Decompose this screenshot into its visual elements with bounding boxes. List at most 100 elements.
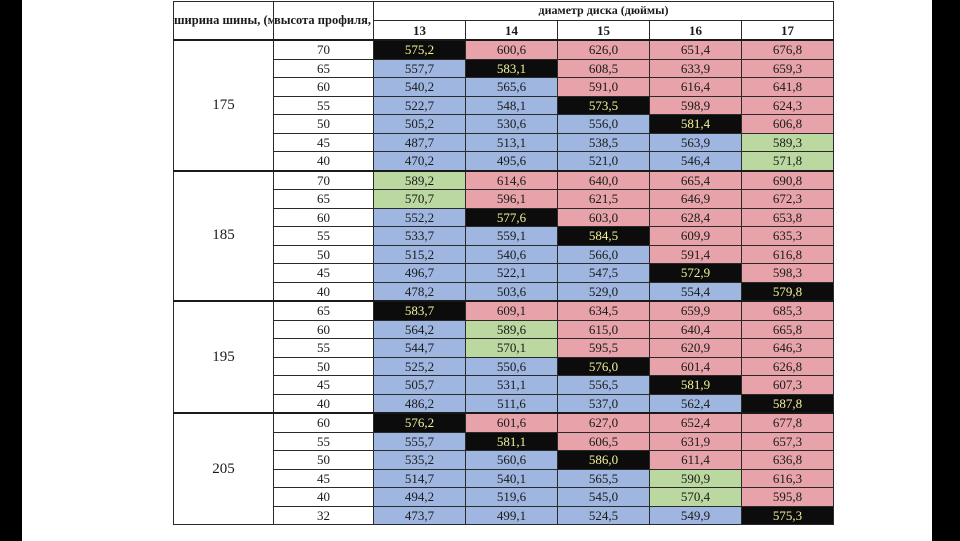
value-cell: 616,4 bbox=[649, 77, 742, 97]
profile-cell: 40 bbox=[273, 487, 374, 507]
value-cell: 611,4 bbox=[649, 450, 742, 470]
value-cell: 540,2 bbox=[373, 77, 466, 97]
value-cell: 589,6 bbox=[465, 319, 558, 339]
value-cell: 556,5 bbox=[557, 375, 650, 395]
highlighted-value-cell: 587,8 bbox=[741, 393, 834, 414]
value-cell: 676,8 bbox=[741, 39, 834, 60]
value-cell: 545,0 bbox=[557, 487, 650, 507]
value-cell: 631,9 bbox=[649, 431, 742, 451]
value-cell: 591,4 bbox=[649, 244, 742, 264]
value-cell: 552,2 bbox=[373, 207, 466, 227]
value-cell: 665,4 bbox=[649, 169, 742, 190]
value-cell: 652,4 bbox=[649, 412, 742, 433]
value-cell: 515,2 bbox=[373, 244, 466, 264]
profile-cell: 60 bbox=[273, 207, 374, 227]
value-cell: 608,5 bbox=[557, 58, 650, 78]
table-row: 55 544,7 570,1 595,5 620,9 646,3 bbox=[174, 338, 834, 358]
profile-cell: 55 bbox=[273, 95, 374, 115]
value-cell: 521,0 bbox=[557, 151, 650, 171]
table-row: 55 555,7 581,1 606,5 631,9 657,3 bbox=[174, 431, 834, 451]
profile-cell: 60 bbox=[273, 319, 374, 339]
value-cell: 595,5 bbox=[557, 338, 650, 358]
profile-cell: 40 bbox=[273, 281, 374, 302]
value-cell: 544,7 bbox=[373, 338, 466, 358]
value-cell: 591,0 bbox=[557, 77, 650, 97]
value-cell: 616,8 bbox=[741, 244, 834, 264]
value-cell: 600,6 bbox=[465, 39, 558, 60]
value-cell: 478,2 bbox=[373, 281, 466, 302]
value-cell: 538,5 bbox=[557, 132, 650, 152]
value-cell: 570,4 bbox=[649, 487, 742, 507]
table-row: 40 486,2 511,6 537,0 562,4 587,8 bbox=[174, 393, 834, 414]
value-cell: 626,0 bbox=[557, 39, 650, 60]
value-cell: 505,2 bbox=[373, 114, 466, 134]
width-column-header: ширина шины, (мм) bbox=[173, 1, 274, 41]
value-cell: 531,1 bbox=[465, 375, 558, 395]
value-cell: 690,8 bbox=[741, 169, 834, 190]
value-cell: 540,1 bbox=[465, 468, 558, 488]
diameter-header: 17 bbox=[741, 20, 834, 41]
value-cell: 657,3 bbox=[741, 431, 834, 451]
value-cell: 470,2 bbox=[373, 151, 466, 171]
value-cell: 614,6 bbox=[465, 169, 558, 190]
value-cell: 603,0 bbox=[557, 207, 650, 227]
value-cell: 554,4 bbox=[649, 281, 742, 302]
table-row: 185 70 589,2 614,6 640,0 665,4 690,8 bbox=[173, 169, 834, 302]
profile-cell: 40 bbox=[273, 393, 374, 414]
table-row: 50 535,2 560,6 586,0 611,4 636,8 bbox=[174, 450, 834, 470]
profile-column-header: высота профиля, (%) bbox=[273, 1, 374, 41]
value-cell: 529,0 bbox=[557, 281, 650, 302]
highlighted-value-cell: 575,2 bbox=[373, 39, 466, 60]
value-cell: 562,4 bbox=[649, 393, 742, 414]
profile-cell: 45 bbox=[273, 263, 374, 283]
value-cell: 513,1 bbox=[465, 132, 558, 152]
highlighted-value-cell: 583,1 bbox=[465, 58, 558, 78]
highlighted-value-cell: 584,5 bbox=[557, 226, 650, 246]
value-cell: 565,5 bbox=[557, 468, 650, 488]
value-cell: 609,9 bbox=[649, 226, 742, 246]
value-cell: 607,3 bbox=[741, 375, 834, 395]
profile-cell: 70 bbox=[273, 39, 374, 60]
table-row: 45 514,7 540,1 565,5 590,9 616,3 bbox=[174, 468, 834, 488]
value-cell: 522,7 bbox=[373, 95, 466, 115]
tire-width-cell: 185 bbox=[173, 169, 274, 302]
value-cell: 511,6 bbox=[465, 393, 558, 414]
profile-cell: 60 bbox=[273, 412, 374, 433]
value-cell: 609,1 bbox=[465, 300, 558, 321]
table-row: 32 473,7 499,1 524,5 549,9 575,3 bbox=[174, 505, 834, 525]
value-cell: 560,6 bbox=[465, 450, 558, 470]
value-cell: 564,2 bbox=[373, 319, 466, 339]
value-cell: 685,3 bbox=[741, 300, 834, 321]
highlighted-value-cell: 576,2 bbox=[373, 412, 466, 433]
table-row: 55 533,7 559,1 584,5 609,9 635,3 bbox=[174, 226, 834, 246]
profile-cell: 45 bbox=[273, 132, 374, 152]
value-cell: 540,6 bbox=[465, 244, 558, 264]
highlighted-value-cell: 575,3 bbox=[741, 505, 834, 525]
table-body: 175 70 575,2 600,6 626,0 651,4 676,8 65 557,7 583… bbox=[173, 39, 834, 525]
value-cell: 566,0 bbox=[557, 244, 650, 264]
profile-cell: 60 bbox=[273, 77, 374, 97]
profile-cell: 55 bbox=[273, 431, 374, 451]
value-cell: 598,3 bbox=[741, 263, 834, 283]
value-cell: 570,7 bbox=[373, 189, 466, 209]
value-cell: 525,2 bbox=[373, 356, 466, 376]
value-cell: 601,4 bbox=[649, 356, 742, 376]
value-cell: 519,6 bbox=[465, 487, 558, 507]
value-cell: 615,0 bbox=[557, 319, 650, 339]
header-row: ширина шины, (мм) высота профиля, (%) ди… bbox=[173, 1, 834, 41]
value-cell: 677,8 bbox=[741, 412, 834, 433]
value-cell: 546,4 bbox=[649, 151, 742, 171]
value-cell: 486,2 bbox=[373, 393, 466, 414]
value-cell: 606,5 bbox=[557, 431, 650, 451]
value-cell: 653,8 bbox=[741, 207, 834, 227]
profile-cell: 70 bbox=[273, 169, 374, 190]
value-cell: 505,7 bbox=[373, 375, 466, 395]
value-cell: 570,1 bbox=[465, 338, 558, 358]
highlighted-value-cell: 586,0 bbox=[557, 450, 650, 470]
diameter-header: 14 bbox=[465, 20, 558, 41]
table-row: 50 505,2 530,6 556,0 581,4 606,8 bbox=[174, 114, 834, 134]
value-cell: 547,5 bbox=[557, 263, 650, 283]
value-cell: 495,6 bbox=[465, 151, 558, 171]
table-row: 205 60 576,2 601,6 627,0 652,4 677,8 bbox=[173, 412, 834, 525]
